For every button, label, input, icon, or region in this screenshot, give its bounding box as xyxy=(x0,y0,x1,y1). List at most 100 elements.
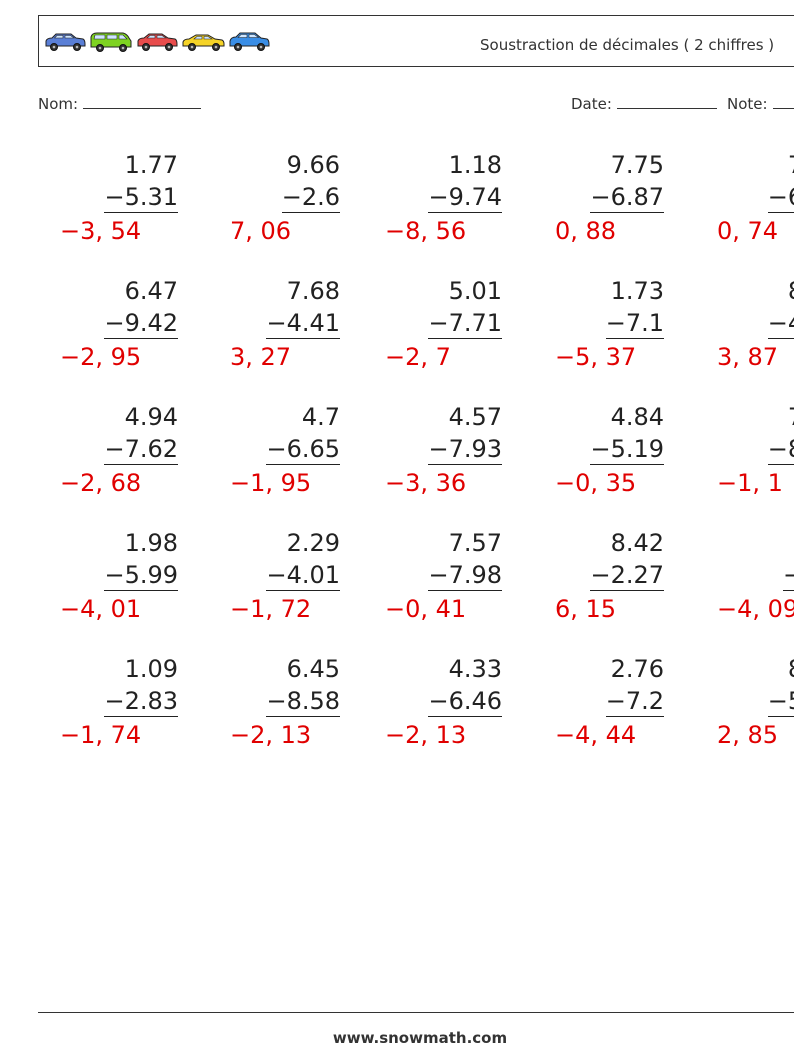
note-field: Note: xyxy=(727,93,794,113)
answer: −2, 13 xyxy=(230,721,312,749)
minuend: 1.98 xyxy=(124,529,178,557)
subtrahend: −4.01 xyxy=(266,561,340,591)
subtrahend: −7.93 xyxy=(428,435,502,465)
car-icon xyxy=(229,32,270,51)
subtraction-problem: 7.7 −8.8 −1, 1 xyxy=(686,403,794,513)
minuend: 7.68 xyxy=(286,277,340,305)
name-field: Nom: xyxy=(38,93,202,113)
subtrahend: −8.8 xyxy=(767,435,794,465)
answer: −5, 37 xyxy=(555,343,637,371)
answer: −4, 09 xyxy=(717,595,794,623)
minuend: 4.7 xyxy=(301,403,340,431)
subtraction-problem: 7.68 −4.41 3, 27 xyxy=(200,277,340,387)
note-blank xyxy=(772,93,794,109)
minuend: 5.01 xyxy=(448,277,502,305)
answer: 0, 88 xyxy=(555,217,617,245)
minuend: 4.84 xyxy=(610,403,664,431)
minuend: 7.6 xyxy=(788,151,794,179)
answer: −1, 1 xyxy=(717,469,783,497)
footer-divider xyxy=(38,1012,794,1013)
minuend: 1.18 xyxy=(448,151,502,179)
subtrahend: −9.74 xyxy=(428,183,502,213)
subtrahend: −8. xyxy=(782,561,794,591)
minuend: 1.73 xyxy=(610,277,664,305)
subtrahend: −5.19 xyxy=(590,435,664,465)
answer: −1, 74 xyxy=(60,721,142,749)
minuend: 8.42 xyxy=(610,529,664,557)
answer: 6, 15 xyxy=(555,595,617,623)
subtraction-problem: 2.76 −7.2 −4, 44 xyxy=(524,655,664,765)
name-blank xyxy=(83,93,202,109)
minuend: 2.76 xyxy=(610,655,664,683)
subtrahend: −7.98 xyxy=(428,561,502,591)
answer: −3, 54 xyxy=(60,217,142,245)
note-label: Note: xyxy=(727,95,768,113)
subtraction-problem: 5.01 −7.71 −2, 7 xyxy=(362,277,502,387)
car-icon xyxy=(137,33,178,51)
minuend: 4.57 xyxy=(448,403,502,431)
car-logo-strip xyxy=(43,28,271,54)
subtraction-problem: 8.4 −4.5 3, 87 xyxy=(686,277,794,387)
answer: −1, 72 xyxy=(230,595,312,623)
subtrahend: −4.41 xyxy=(266,309,340,339)
answer: −2, 95 xyxy=(60,343,142,371)
date-label: Date: xyxy=(571,95,612,113)
subtrahend: −6.65 xyxy=(266,435,340,465)
answer: 3, 27 xyxy=(230,343,292,371)
subtraction-problem: 6.47 −9.42 −2, 95 xyxy=(38,277,178,387)
subtraction-problem: 1.98 −5.99 −4, 01 xyxy=(38,529,178,639)
subtraction-problem: 7.6 −6.8 0, 74 xyxy=(686,151,794,261)
subtrahend: −5.99 xyxy=(104,561,178,591)
subtraction-problem: 6.45 −8.58 −2, 13 xyxy=(200,655,340,765)
subtraction-problem: 1.77 −5.31 −3, 54 xyxy=(38,151,178,261)
subtraction-problem: 1.18 −9.74 −8, 56 xyxy=(362,151,502,261)
minuend: 7.57 xyxy=(448,529,502,557)
subtrahend: −7.71 xyxy=(428,309,502,339)
worksheet-header: Soustraction de décimales ( 2 chiffres ) xyxy=(38,15,794,67)
subtraction-problem: 4.57 −7.93 −3, 36 xyxy=(362,403,502,513)
minuend: 6.45 xyxy=(286,655,340,683)
subtraction-problem: 1.73 −7.1 −5, 37 xyxy=(524,277,664,387)
subtraction-problem: 8.2 −5.3 2, 85 xyxy=(686,655,794,765)
subtraction-problem: 9.66 −2.6 7, 06 xyxy=(200,151,340,261)
car-icon xyxy=(90,32,132,52)
footer-site: www.snowmath.com xyxy=(332,1029,508,1047)
subtrahend: −5.3 xyxy=(767,687,794,717)
subtrahend: −7.62 xyxy=(104,435,178,465)
subtraction-problem: 4.94 −7.62 −2, 68 xyxy=(38,403,178,513)
subtraction-problem: 4.−8.−4, 09 xyxy=(686,529,794,639)
minuend: 4.33 xyxy=(448,655,502,683)
minuend: 4.94 xyxy=(124,403,178,431)
subtrahend: −7.2 xyxy=(605,687,664,717)
subtrahend: −2.6 xyxy=(281,183,340,213)
subtrahend: −6.8 xyxy=(767,183,794,213)
worksheet-title: Soustraction de décimales ( 2 chiffres ) xyxy=(480,36,775,54)
subtraction-problem: 2.29 −4.01 −1, 72 xyxy=(200,529,340,639)
minuend: 6.47 xyxy=(124,277,178,305)
car-icon xyxy=(45,33,86,51)
name-label: Nom: xyxy=(38,95,79,113)
subtrahend: −8.58 xyxy=(266,687,340,717)
answer: −0, 41 xyxy=(385,595,467,623)
answer: 7, 06 xyxy=(230,217,292,245)
minuend: 8.2 xyxy=(788,655,794,683)
answer: −4, 44 xyxy=(555,721,637,749)
answer: −3, 36 xyxy=(385,469,467,497)
minuend: 9.66 xyxy=(286,151,340,179)
minuend: 8.4 xyxy=(788,277,794,305)
subtraction-problem: 7.57 −7.98 −0, 41 xyxy=(362,529,502,639)
subtraction-problem: 4.7 −6.65 −1, 95 xyxy=(200,403,340,513)
subtraction-problem: 8.42 −2.27 6, 15 xyxy=(524,529,664,639)
minuend: 2.29 xyxy=(286,529,340,557)
answer: −0, 35 xyxy=(555,469,637,497)
answer: 2, 85 xyxy=(717,721,779,749)
subtrahend: −4.5 xyxy=(767,309,794,339)
date-blank xyxy=(616,93,717,109)
subtraction-problem: 7.75 −6.87 0, 88 xyxy=(524,151,664,261)
answer: −4, 01 xyxy=(60,595,142,623)
subtrahend: −6.87 xyxy=(590,183,664,213)
minuend: 7.75 xyxy=(610,151,664,179)
minuend: 1.09 xyxy=(124,655,178,683)
answer: −2, 68 xyxy=(60,469,142,497)
subtrahend: −6.46 xyxy=(428,687,502,717)
